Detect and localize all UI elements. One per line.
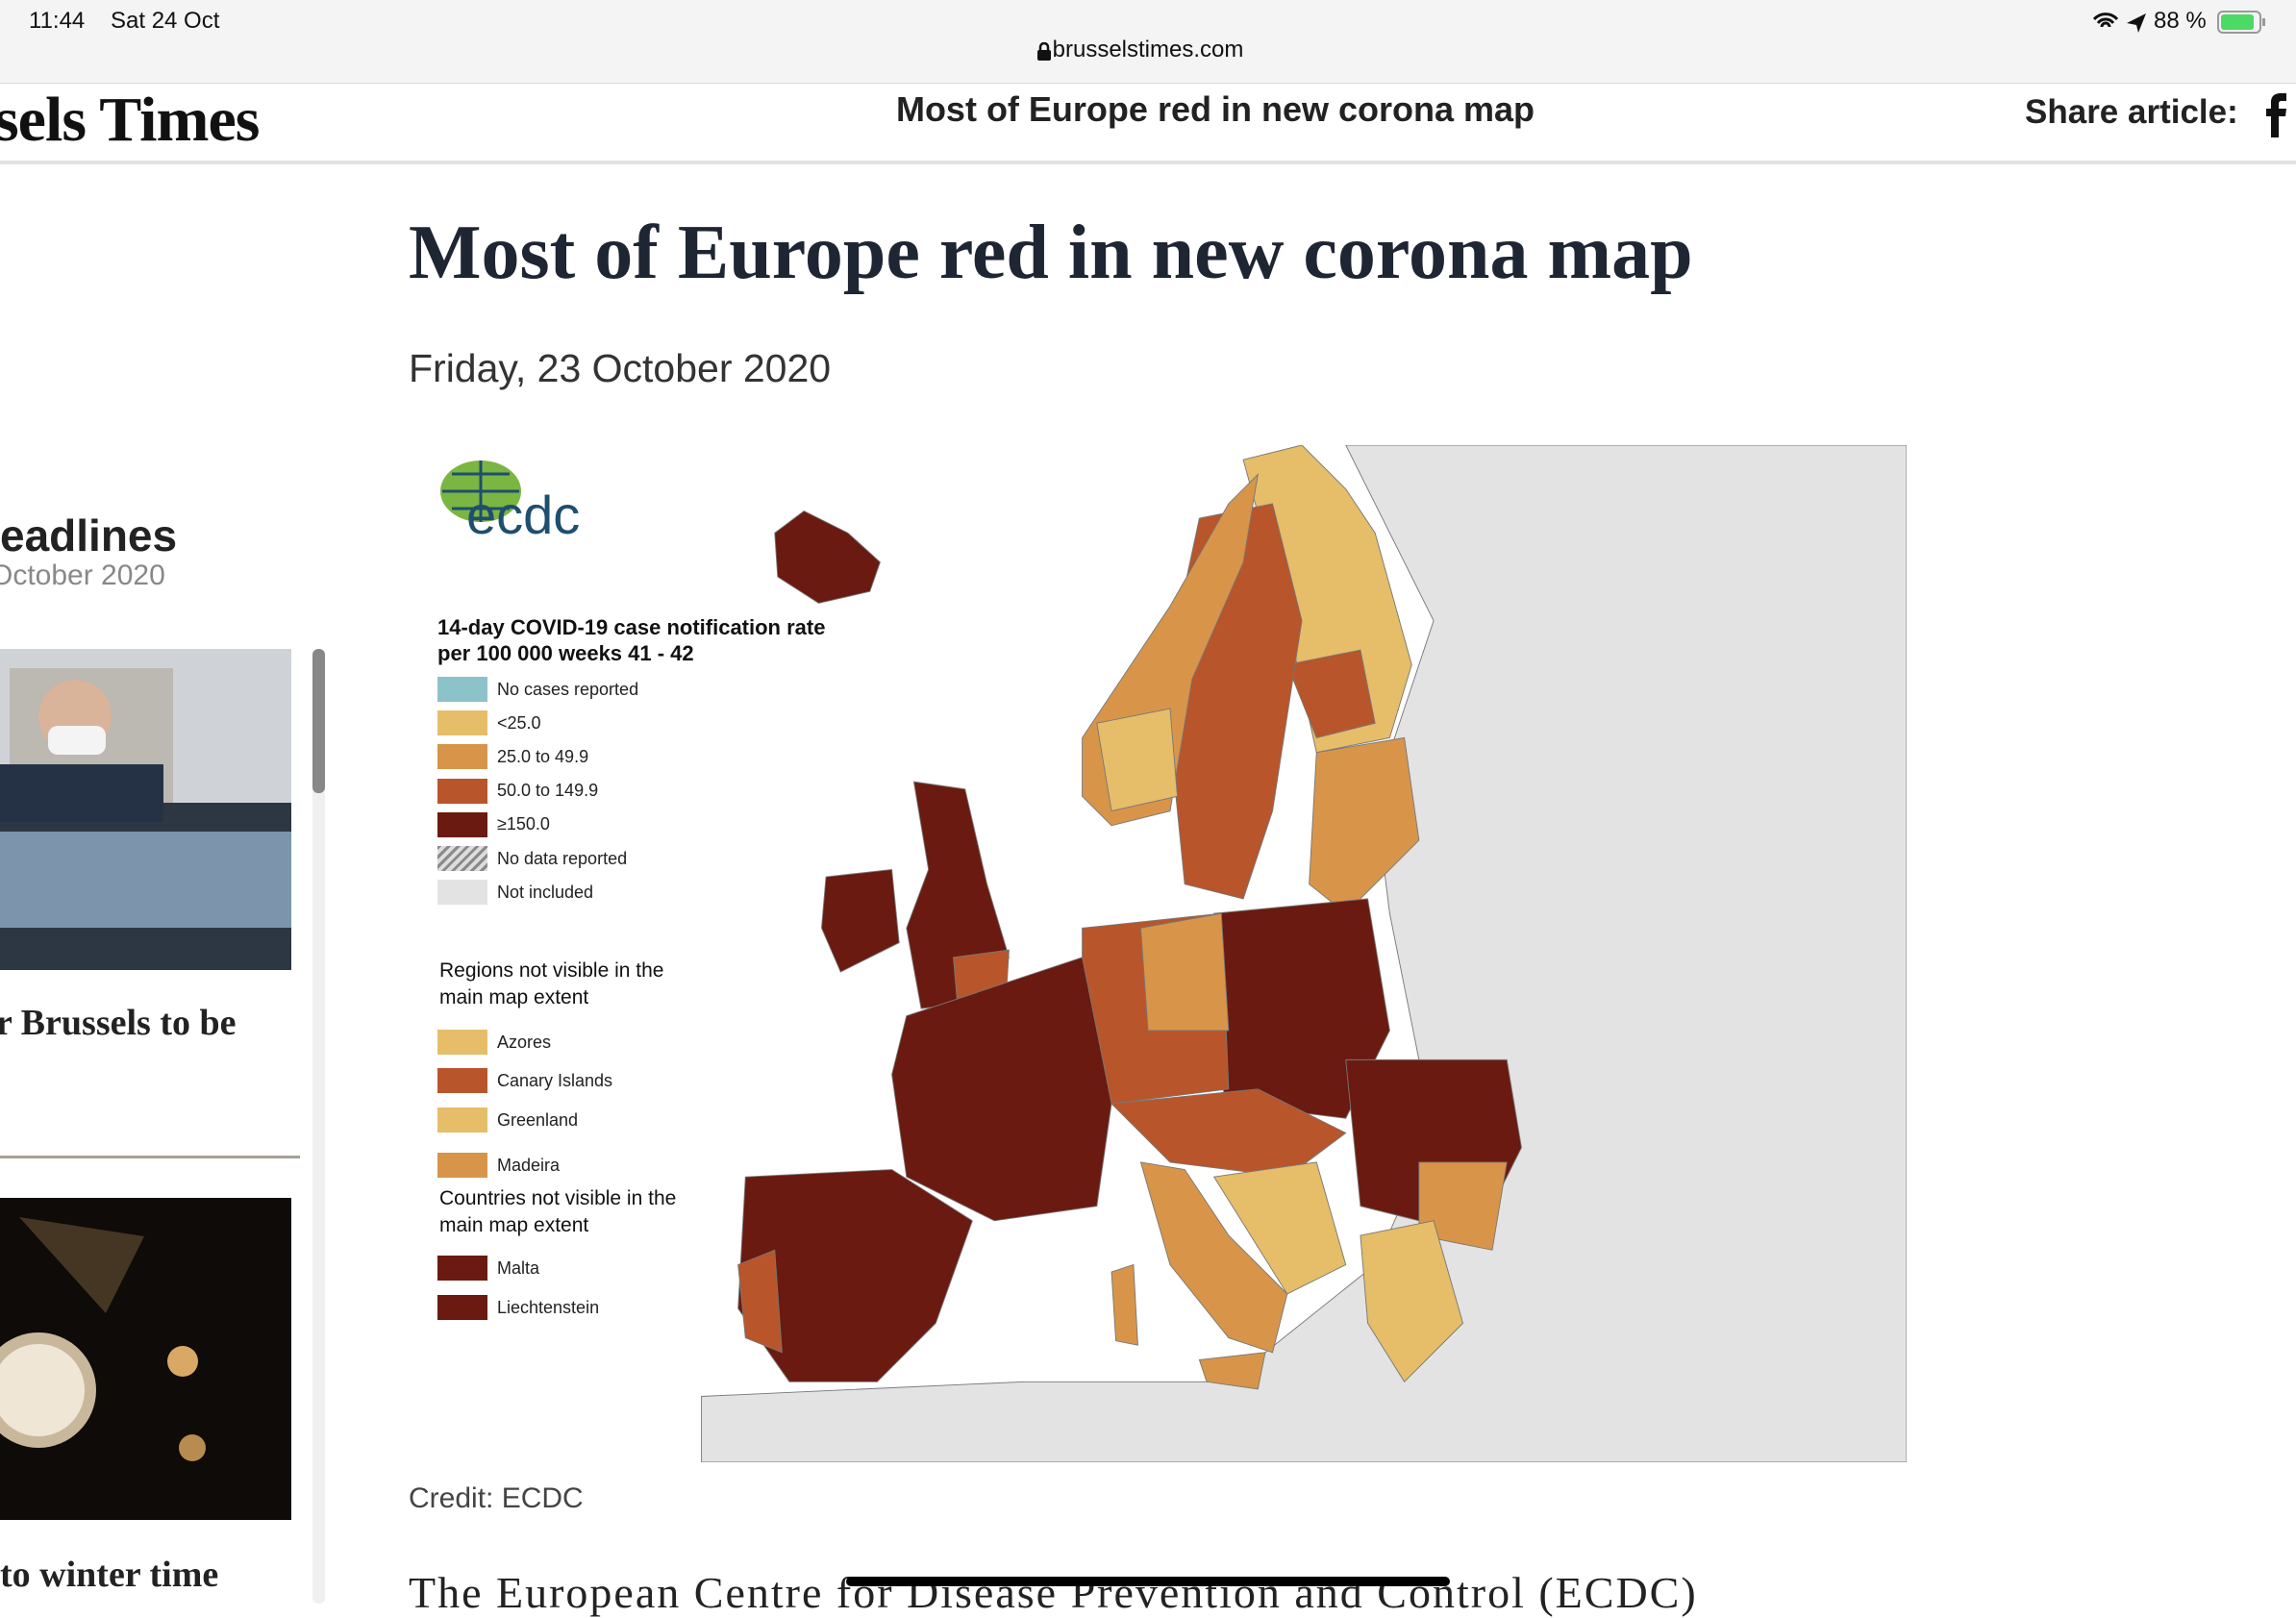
regions-heading: Regions not visible in the main map exte… bbox=[439, 959, 664, 1008]
legend-swatch bbox=[437, 1030, 487, 1055]
image-credit: Credit: ECDC bbox=[409, 1482, 584, 1514]
signal-icons bbox=[2092, 12, 2146, 33]
legend-swatch bbox=[437, 1256, 487, 1281]
site-logo[interactable]: sels Times bbox=[0, 85, 260, 155]
date: Sat 24 Oct bbox=[111, 8, 220, 34]
countries-heading: Countries not visible in the main map ex… bbox=[439, 1187, 677, 1236]
legend-label: Greenland bbox=[497, 1109, 579, 1130]
divider bbox=[0, 1156, 300, 1158]
header-title: Most of Europe red in new corona map bbox=[895, 89, 1535, 129]
legend-item: Greenland bbox=[437, 1108, 578, 1133]
home-indicator[interactable] bbox=[846, 1577, 1450, 1586]
url-bar[interactable]: brusselstimes.com bbox=[1038, 37, 1258, 63]
legend-label: 50.0 to 149.9 bbox=[497, 781, 599, 801]
legend-item: Madeira bbox=[437, 1153, 560, 1178]
legend-label: No cases reported bbox=[497, 679, 639, 699]
legend-label: ≥150.0 bbox=[497, 814, 550, 834]
legend-swatch bbox=[437, 846, 487, 871]
legend-item: 25.0 to 49.9 bbox=[437, 744, 589, 770]
legend-item: Not included bbox=[437, 880, 594, 906]
article-body: The European Centre for Disease Preventi… bbox=[409, 1568, 1698, 1617]
legend-swatch bbox=[437, 677, 487, 702]
europe-map bbox=[701, 445, 1907, 1462]
map-image: ecdc 14-day COVID-19 case notification r… bbox=[409, 445, 1907, 1462]
site-header: sels Times Most of Europe red in new cor… bbox=[0, 83, 2296, 164]
sidebar-date: October 2020 bbox=[0, 560, 165, 591]
clock: 11:44 bbox=[29, 8, 86, 34]
legend-item: <25.0 bbox=[437, 710, 541, 736]
legend-title: 14-day COVID-19 case notification rate p… bbox=[437, 615, 826, 665]
story-image[interactable] bbox=[0, 649, 291, 970]
legend-label: Madeira bbox=[497, 1155, 561, 1175]
legend-label: Azores bbox=[497, 1032, 552, 1052]
status-bar: 11:44 Sat 24 Oct brusselstimes.com 88 % bbox=[0, 0, 2296, 83]
ecdc-logo: ecdc bbox=[466, 485, 581, 545]
ecdc-globe bbox=[440, 461, 521, 522]
legend-swatch bbox=[437, 1108, 487, 1133]
facebook-icon[interactable] bbox=[2265, 89, 2288, 137]
legend-item: ≥150.0 bbox=[437, 811, 550, 837]
legend-swatch bbox=[437, 1153, 487, 1178]
legend-swatch bbox=[437, 744, 487, 770]
legend-label: 25.0 to 49.9 bbox=[497, 746, 589, 766]
legend-label: Liechtenstein bbox=[497, 1297, 600, 1317]
legend-swatch bbox=[437, 811, 487, 837]
story-title[interactable]: to winter time bbox=[0, 1555, 219, 1595]
story-title[interactable]: r Brussels to be bbox=[0, 1003, 237, 1043]
legend-label: <25.0 bbox=[497, 712, 541, 733]
scroll-track bbox=[312, 649, 325, 1604]
battery-level: 88 % bbox=[2154, 8, 2207, 34]
story-image[interactable] bbox=[0, 1198, 291, 1520]
legend-item: 50.0 to 149.9 bbox=[437, 778, 599, 804]
legend-swatch bbox=[437, 778, 487, 804]
lock-icon bbox=[1037, 42, 1051, 61]
legend-label: Malta bbox=[497, 1257, 540, 1278]
legend-item: Malta bbox=[437, 1256, 539, 1281]
legend-item: Canary Islands bbox=[437, 1068, 612, 1093]
legend-item: No cases reported bbox=[437, 677, 638, 702]
legend-swatch bbox=[437, 710, 487, 736]
legend-swatch bbox=[437, 1068, 487, 1093]
legend-item: No data reported bbox=[437, 846, 627, 871]
url[interactable]: brusselstimes.com bbox=[1052, 37, 1244, 62]
legend-swatch bbox=[437, 1295, 487, 1320]
scroll-thumb[interactable] bbox=[312, 649, 325, 793]
sidebar-heading: eadlines bbox=[0, 510, 178, 560]
legend-label: Not included bbox=[497, 882, 594, 902]
legend-item: Azores bbox=[437, 1030, 551, 1055]
article-date: Friday, 23 October 2020 bbox=[409, 346, 832, 390]
share-label: Share article: bbox=[2025, 93, 2238, 131]
legend-label: Canary Islands bbox=[497, 1070, 613, 1090]
battery-icon bbox=[2217, 11, 2265, 34]
article-title: Most of Europe red in new corona map bbox=[409, 211, 1693, 295]
legend-swatch bbox=[437, 880, 487, 906]
legend-item: Liechtenstein bbox=[437, 1295, 599, 1320]
legend-label: No data reported bbox=[497, 848, 628, 868]
